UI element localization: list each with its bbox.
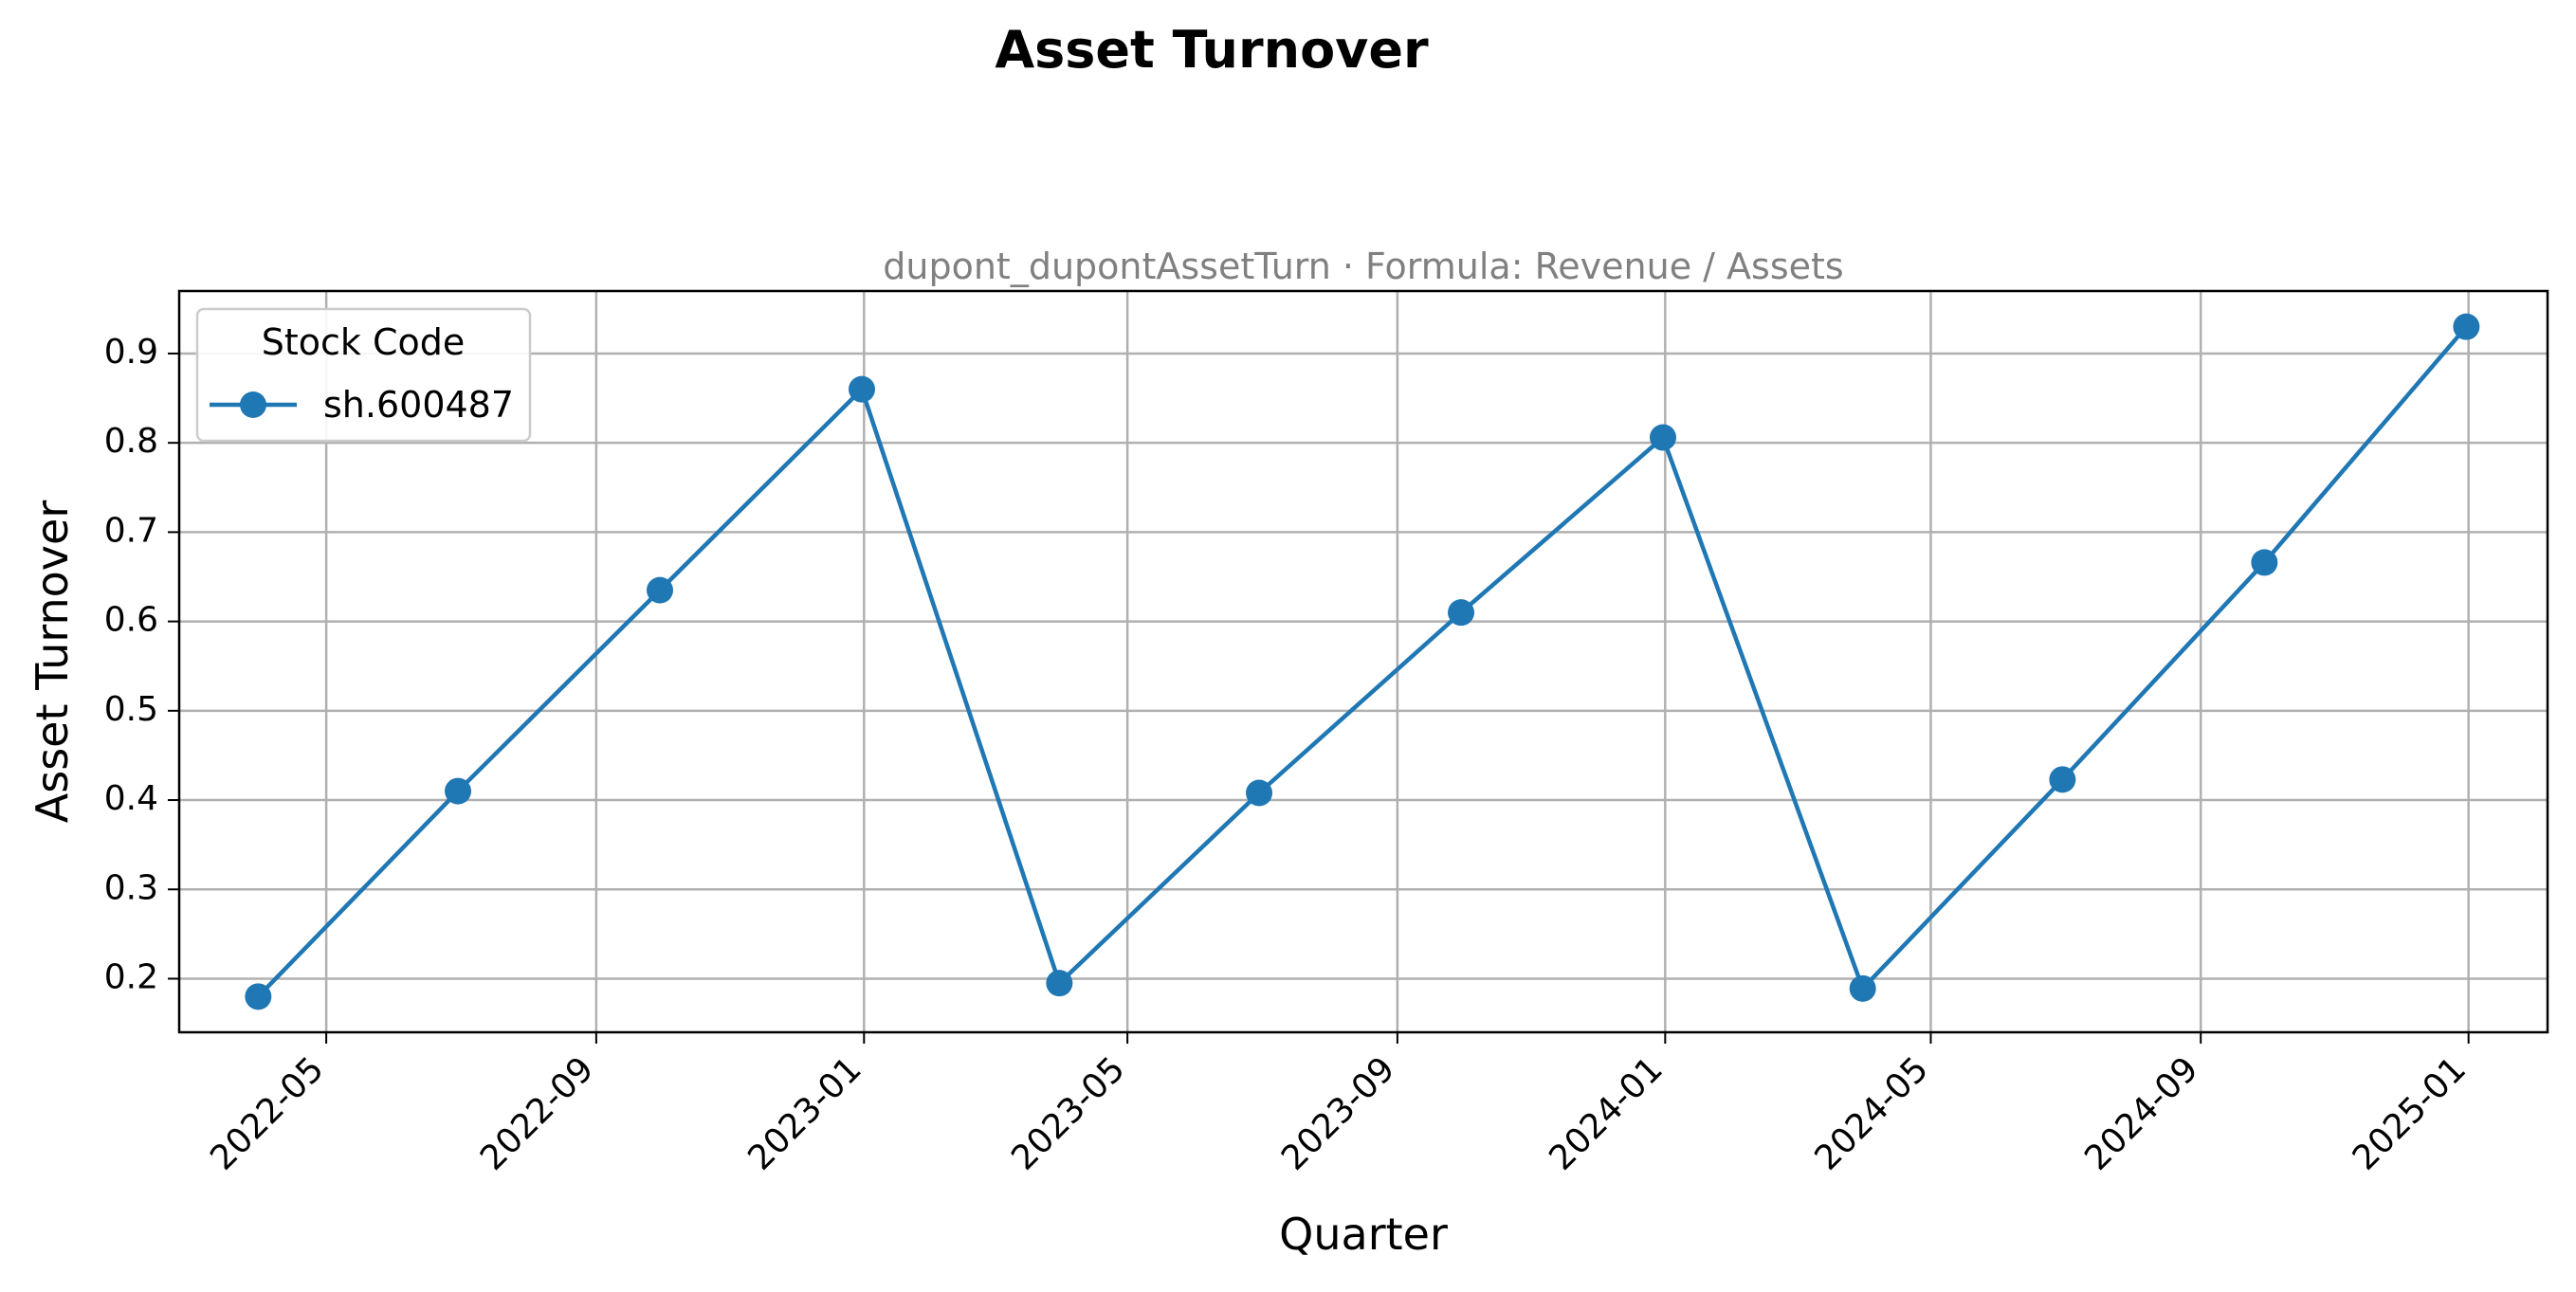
x-tick-label: 2025-01	[2346, 1049, 2474, 1177]
y-tick-label: 0.9	[104, 333, 158, 372]
legend-entry-label: sh.600487	[323, 384, 514, 426]
data-point	[848, 375, 875, 403]
y-axis-label: Asset Turnover	[27, 500, 78, 824]
data-point	[1448, 599, 1475, 627]
legend-title: Stock Code	[262, 321, 466, 363]
data-point	[245, 983, 272, 1010]
grid	[179, 291, 2548, 1032]
x-tick-label: 2024-05	[1808, 1049, 1936, 1177]
data-point	[1650, 424, 1677, 451]
data-point	[647, 576, 674, 604]
y-tick-label: 0.5	[104, 690, 158, 729]
x-tick-label: 2022-09	[473, 1049, 601, 1177]
y-tick-label: 0.2	[104, 957, 158, 996]
x-tick-label: 2022-05	[203, 1049, 331, 1177]
plot-area	[177, 289, 2549, 1034]
data-point	[1046, 970, 1073, 997]
data-point	[1849, 974, 1876, 1002]
x-tick-label: 2023-09	[1274, 1049, 1402, 1177]
series-line	[256, 325, 2469, 998]
legend-box	[195, 307, 532, 443]
x-tick-label: 2023-01	[740, 1049, 868, 1177]
chart-subtitle: dupont_dupontAssetTurn · Formula: Revenu…	[883, 246, 1843, 287]
x-tick-label: 2023-05	[1004, 1049, 1132, 1177]
x-axis-label: Quarter	[1279, 1209, 1448, 1260]
x-axis: 2022-05 2022-09 2023-01 2023-05 2023-09 2024-…	[203, 1032, 2474, 1178]
y-tick-label: 0.8	[104, 422, 158, 461]
series-layer	[245, 313, 2480, 1010]
y-tick-label: 0.6	[104, 601, 158, 640]
y-axis: 0.2 0.3 0.4 0.5 0.6 0.7 0.8 0.9	[104, 333, 179, 996]
y-tick-label: 0.7	[104, 511, 158, 550]
data-point	[2049, 766, 2076, 793]
x-tick-label: 2024-09	[2077, 1049, 2205, 1177]
y-tick-label: 0.3	[104, 868, 158, 907]
y-tick-label: 0.4	[104, 779, 158, 818]
chart-suptitle: Asset Turnover	[995, 20, 1429, 80]
data-point	[1246, 779, 1273, 807]
x-tick-label: 2024-01	[1542, 1049, 1670, 1177]
legend: Stock Code sh.600487	[195, 307, 532, 443]
data-point	[445, 777, 472, 805]
legend-marker	[240, 391, 266, 418]
data-point	[2251, 549, 2278, 576]
data-point	[2453, 313, 2480, 340]
